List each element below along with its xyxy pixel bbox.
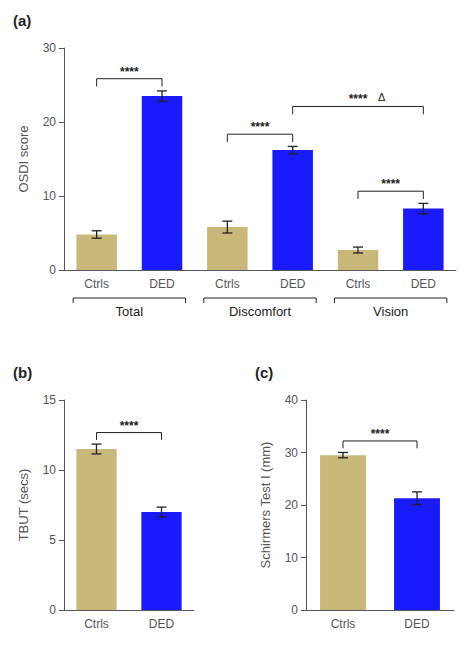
svg-text:****: **** bbox=[371, 427, 390, 441]
svg-text:(b): (b) bbox=[13, 364, 32, 381]
svg-text:****: **** bbox=[381, 177, 400, 191]
svg-text:Schirmers Test I (mm): Schirmers Test I (mm) bbox=[258, 442, 273, 569]
svg-text:****: **** bbox=[251, 120, 270, 134]
svg-text:Ctrls: Ctrls bbox=[215, 277, 240, 291]
svg-text:****: **** bbox=[349, 92, 368, 106]
svg-text:Ctrls: Ctrls bbox=[331, 617, 356, 631]
svg-text:0: 0 bbox=[49, 603, 56, 617]
svg-text:10: 10 bbox=[285, 551, 299, 565]
svg-text:Ctrls: Ctrls bbox=[84, 617, 109, 631]
svg-text:****: **** bbox=[120, 419, 139, 433]
svg-text:OSDI score: OSDI score bbox=[16, 125, 31, 192]
svg-text:30: 30 bbox=[285, 446, 299, 460]
svg-text:DED: DED bbox=[149, 617, 175, 631]
svg-text:(c): (c) bbox=[255, 364, 273, 381]
svg-text:(a): (a) bbox=[13, 12, 31, 29]
svg-text:TBUT (secs): TBUT (secs) bbox=[16, 469, 31, 542]
svg-text:****: **** bbox=[120, 65, 139, 79]
svg-text:DED: DED bbox=[404, 617, 430, 631]
svg-text:Δ: Δ bbox=[378, 91, 386, 103]
svg-text:15: 15 bbox=[43, 393, 57, 407]
svg-text:20: 20 bbox=[43, 115, 57, 129]
svg-text:Ctrls: Ctrls bbox=[346, 277, 371, 291]
svg-text:Vision: Vision bbox=[373, 304, 408, 319]
svg-text:30: 30 bbox=[43, 41, 57, 55]
svg-text:10: 10 bbox=[43, 189, 57, 203]
svg-text:20: 20 bbox=[285, 498, 299, 512]
svg-text:Total: Total bbox=[116, 304, 144, 319]
svg-text:DED: DED bbox=[149, 277, 175, 291]
svg-text:40: 40 bbox=[285, 393, 299, 407]
svg-text:5: 5 bbox=[49, 533, 56, 547]
svg-text:DED: DED bbox=[411, 277, 437, 291]
svg-text:DED: DED bbox=[280, 277, 306, 291]
svg-text:Ctrls: Ctrls bbox=[84, 277, 109, 291]
svg-text:Discomfort: Discomfort bbox=[229, 304, 292, 319]
svg-text:0: 0 bbox=[291, 603, 298, 617]
svg-text:10: 10 bbox=[43, 463, 57, 477]
svg-text:0: 0 bbox=[49, 263, 56, 277]
